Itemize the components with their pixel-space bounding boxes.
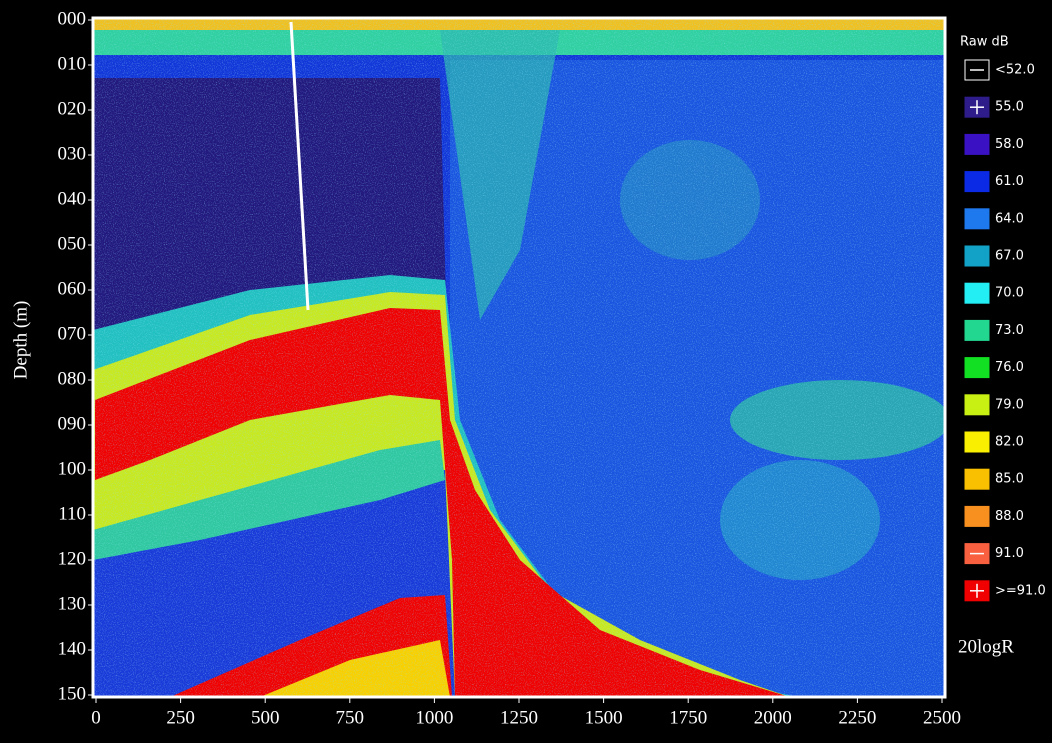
y-tick-label: 050 bbox=[58, 233, 87, 254]
y-tick-label: 020 bbox=[58, 98, 87, 119]
legend-label: 61.0 bbox=[995, 174, 1024, 189]
x-tick-label: 2000 bbox=[754, 707, 792, 728]
legend-label: 91.0 bbox=[995, 546, 1024, 561]
legend-label: 76.0 bbox=[995, 360, 1024, 375]
x-tick-label: 1250 bbox=[500, 707, 538, 728]
legend-swatch bbox=[965, 506, 989, 526]
x-tick-label: 2500 bbox=[923, 707, 961, 728]
legend-label: 58.0 bbox=[995, 137, 1024, 152]
echogram-window: Depth (m) Raw dB 20logR 000 010 020 030 040 0… bbox=[0, 0, 1052, 738]
x-tick-label: 0 bbox=[91, 707, 101, 728]
x-tick-label: 750 bbox=[336, 707, 365, 728]
legend-swatch bbox=[965, 320, 989, 340]
legend-label: >=91.0 bbox=[995, 583, 1046, 598]
legend-footer: 20logR bbox=[958, 636, 1014, 657]
echogram-image bbox=[93, 18, 950, 697]
legend-swatch bbox=[965, 283, 989, 303]
legend-swatch bbox=[965, 469, 989, 489]
legend-swatch bbox=[965, 134, 989, 154]
legend-label: 73.0 bbox=[995, 323, 1024, 338]
y-tick-label: 080 bbox=[58, 368, 87, 389]
y-tick-label: 070 bbox=[58, 323, 87, 344]
y-axis-label: Depth (m) bbox=[10, 301, 31, 380]
y-tick-label: 010 bbox=[58, 53, 87, 74]
x-tick-label: 1750 bbox=[669, 707, 707, 728]
legend-label: 79.0 bbox=[995, 397, 1024, 412]
y-tick-label: 090 bbox=[58, 413, 87, 434]
legend-label: 82.0 bbox=[995, 435, 1024, 450]
x-tick-label: 1000 bbox=[415, 707, 453, 728]
legend-swatch bbox=[965, 358, 989, 378]
legend-swatch bbox=[965, 209, 989, 229]
y-tick-label: 110 bbox=[58, 503, 86, 524]
legend-label: 85.0 bbox=[995, 472, 1024, 487]
x-tick-label: 1500 bbox=[585, 707, 623, 728]
legend-label: 67.0 bbox=[995, 249, 1024, 264]
y-tick-label: 130 bbox=[58, 593, 87, 614]
y-tick-label: 150 bbox=[58, 683, 87, 704]
y-tick-label: 140 bbox=[58, 638, 87, 659]
legend: <52.0 55.0 58.0 61.0 64.0 67.0 70.0 73.0 76.0 79.… bbox=[965, 60, 1046, 601]
y-tick-label: 120 bbox=[58, 548, 87, 569]
x-tick-label: 2250 bbox=[838, 707, 876, 728]
y-tick-label: 060 bbox=[58, 278, 87, 299]
legend-label: 55.0 bbox=[995, 100, 1024, 115]
x-tick-label: 500 bbox=[251, 707, 280, 728]
legend-swatch bbox=[965, 246, 989, 266]
y-tick-label: 000 bbox=[58, 8, 87, 29]
legend-label: 70.0 bbox=[995, 286, 1024, 301]
legend-swatch bbox=[965, 395, 989, 415]
legend-label: <52.0 bbox=[995, 63, 1035, 78]
x-tick-label: 250 bbox=[166, 707, 195, 728]
y-tick-label: 040 bbox=[58, 188, 87, 209]
y-tick-label: 030 bbox=[58, 143, 87, 164]
y-tick-label: 100 bbox=[58, 458, 87, 479]
legend-label: 88.0 bbox=[995, 509, 1024, 524]
legend-title: Raw dB bbox=[960, 35, 1009, 50]
legend-label: 64.0 bbox=[995, 211, 1024, 226]
legend-swatch bbox=[965, 432, 989, 452]
legend-swatch bbox=[965, 172, 989, 192]
